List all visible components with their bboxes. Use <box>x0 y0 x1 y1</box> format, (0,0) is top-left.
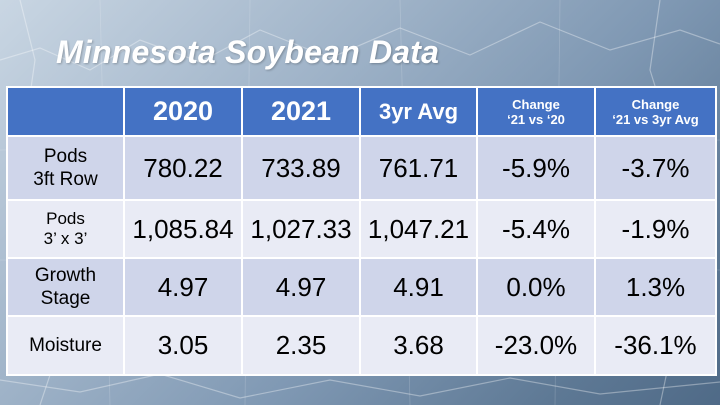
table-row-pods-3ft-row: Pods 3ft Row 780.22 733.89 761.71 -5.9% … <box>6 135 717 201</box>
row-label-line1: Moisture <box>29 335 102 356</box>
row-label: Moisture <box>6 315 125 376</box>
row-label-line2: 3ft Row <box>33 169 98 190</box>
cell-change-21-vs-20: -23.0% <box>476 315 596 376</box>
header-2021: 2021 <box>241 86 361 137</box>
cell-change-21-vs-20: -5.9% <box>476 135 596 201</box>
cell-2020: 3.05 <box>123 315 243 376</box>
row-label-line1: Growth <box>34 265 97 286</box>
cell-3yr-avg: 1,047.21 <box>359 199 478 259</box>
header-change-label: Change <box>631 96 680 112</box>
cell-2020: 780.22 <box>123 135 243 201</box>
row-label-line1: Pods <box>43 146 88 167</box>
cell-3yr-avg: 4.91 <box>359 257 478 317</box>
row-label: Pods 3’ x 3’ <box>6 199 125 259</box>
row-label-line1: Pods <box>46 209 85 228</box>
cell-3yr-avg: 761.71 <box>359 135 478 201</box>
cell-change-21-vs-3yr-avg: -1.9% <box>594 199 717 259</box>
row-label: Pods 3ft Row <box>6 135 125 201</box>
cell-3yr-avg: 3.68 <box>359 315 478 376</box>
cell-2020: 4.97 <box>123 257 243 317</box>
page-title: Minnesota Soybean Data <box>56 34 440 70</box>
cell-change-21-vs-3yr-avg: 1.3% <box>594 257 717 317</box>
cell-2021: 2.35 <box>241 315 361 376</box>
cell-2021: 4.97 <box>241 257 361 317</box>
header-change-comparison: ‘21 vs ‘20 <box>507 111 565 127</box>
cell-2021: 1,027.33 <box>241 199 361 259</box>
cell-change-21-vs-3yr-avg: -3.7% <box>594 135 717 201</box>
table-row-growth-stage: Growth Stage 4.97 4.97 4.91 0.0% 1.3% <box>6 257 717 317</box>
table-row-pods-3x3: Pods 3’ x 3’ 1,085.84 1,027.33 1,047.21 … <box>6 199 717 259</box>
header-change-comparison: ‘21 vs 3yr Avg <box>612 111 699 127</box>
header-change-21-vs-3yr-avg: Change ‘21 vs 3yr Avg <box>594 86 717 137</box>
table-row-moisture: Moisture 3.05 2.35 3.68 -23.0% -36.1% <box>6 315 717 376</box>
cell-2020: 1,085.84 <box>123 199 243 259</box>
row-label-line2: 3’ x 3’ <box>43 229 88 248</box>
table-header-row: 2020 2021 3yr Avg Change ‘21 vs ‘20 Chan… <box>6 86 717 137</box>
row-label-line2: Stage <box>40 288 91 309</box>
header-corner-cell <box>6 86 125 137</box>
cell-2021: 733.89 <box>241 135 361 201</box>
header-3yr-avg: 3yr Avg <box>359 86 478 137</box>
cell-change-21-vs-20: 0.0% <box>476 257 596 317</box>
cell-change-21-vs-20: -5.4% <box>476 199 596 259</box>
header-change-21-vs-20: Change ‘21 vs ‘20 <box>476 86 596 137</box>
cell-change-21-vs-3yr-avg: -36.1% <box>594 315 717 376</box>
soybean-data-table: 2020 2021 3yr Avg Change ‘21 vs ‘20 Chan… <box>6 86 717 376</box>
row-label: Growth Stage <box>6 257 125 317</box>
header-2020: 2020 <box>123 86 243 137</box>
header-change-label: Change <box>512 96 560 112</box>
